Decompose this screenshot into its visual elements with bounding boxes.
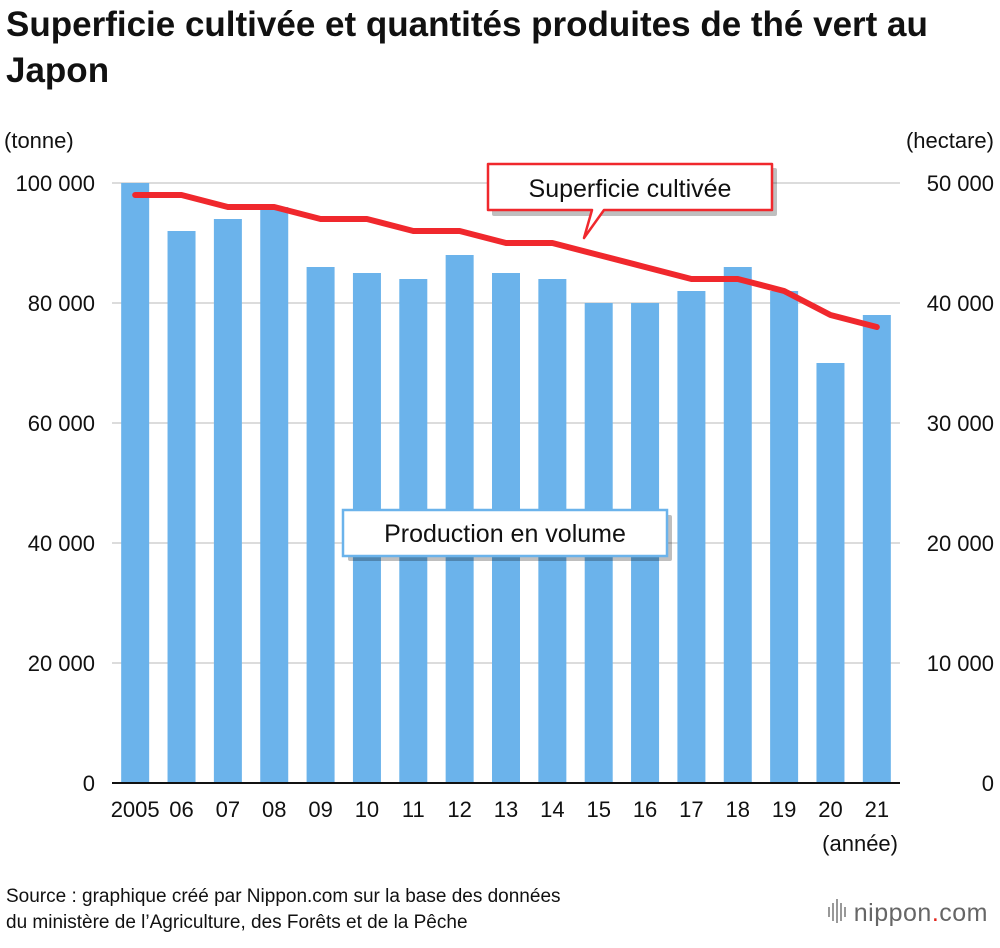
x-tick-label: 21 bbox=[865, 797, 889, 822]
x-tick-label: 15 bbox=[586, 797, 610, 822]
x-tick-label: 09 bbox=[308, 797, 332, 822]
x-tick-label: 13 bbox=[494, 797, 518, 822]
bar bbox=[862, 315, 891, 783]
bar bbox=[723, 267, 752, 783]
x-tick-label: 2005 bbox=[111, 797, 160, 822]
y-left-tick-label: 100 000 bbox=[15, 171, 95, 196]
y-right-tick-label: 30 000 bbox=[927, 411, 994, 436]
y-left-tick-label: 80 000 bbox=[28, 291, 95, 316]
bar bbox=[677, 291, 706, 783]
x-tick-label: 12 bbox=[447, 797, 471, 822]
y-left-tick-label: 60 000 bbox=[28, 411, 95, 436]
axis-layer: 0 0 20 000 10 000 40 000 20 000 60 000 30 000 80… bbox=[4, 128, 994, 856]
bar bbox=[306, 267, 335, 783]
chart-title: Superficie cultivée et quantités produit… bbox=[6, 5, 928, 90]
callout-superficie: Superficie cultivée bbox=[486, 162, 777, 240]
x-tick-label: 20 bbox=[818, 797, 842, 822]
source-line-2: du ministère de l’Agriculture, des Forêt… bbox=[6, 912, 468, 933]
label-layer: Superficie cultivée Production en volume bbox=[341, 162, 777, 561]
line-point bbox=[735, 276, 741, 282]
line-point bbox=[457, 228, 463, 234]
y-left-tick-label: 0 bbox=[83, 771, 95, 796]
line-point bbox=[179, 192, 185, 198]
x-tick-label: 11 bbox=[402, 797, 425, 822]
x-tick-label: 10 bbox=[355, 797, 379, 822]
y-right-tick-label: 10 000 bbox=[927, 651, 994, 676]
line-point bbox=[874, 324, 880, 330]
x-tick-label: 08 bbox=[262, 797, 286, 822]
line-point bbox=[549, 240, 555, 246]
sound-bars-icon bbox=[827, 899, 846, 923]
bar bbox=[816, 363, 845, 783]
logo-dot: . bbox=[931, 899, 940, 927]
bar bbox=[770, 291, 799, 783]
x-tick-label: 06 bbox=[169, 797, 193, 822]
callout-label: Superficie cultivée bbox=[529, 175, 732, 203]
line-point bbox=[271, 204, 277, 210]
callout-box bbox=[486, 162, 774, 240]
source-line-1: Source : graphique créé par Nippon.com s… bbox=[6, 886, 561, 907]
bar bbox=[167, 231, 196, 783]
x-tick-label: 07 bbox=[216, 797, 240, 822]
line-point bbox=[827, 312, 833, 318]
bar bbox=[213, 219, 242, 783]
x-tick-label: 18 bbox=[726, 797, 750, 822]
y-right-tick-label: 0 bbox=[982, 771, 994, 796]
line-layer bbox=[132, 192, 880, 330]
callout-label: Production en volume bbox=[384, 520, 626, 548]
bar bbox=[121, 183, 150, 783]
line-point bbox=[132, 192, 138, 198]
y-right-tick-label: 50 000 bbox=[927, 171, 994, 196]
y-left-tick-label: 20 000 bbox=[28, 651, 95, 676]
bar bbox=[260, 207, 289, 783]
x-tick-label: 14 bbox=[540, 797, 564, 822]
line-point bbox=[410, 228, 416, 234]
callout-box bbox=[341, 508, 669, 558]
bar-layer bbox=[121, 183, 891, 783]
y-right-label: (hectare) bbox=[906, 128, 994, 153]
line-point bbox=[318, 216, 324, 222]
x-tick-label: 19 bbox=[772, 797, 796, 822]
line-point bbox=[503, 240, 509, 246]
y-right-tick-label: 20 000 bbox=[927, 531, 994, 556]
line-point bbox=[688, 276, 694, 282]
source-note: Source : graphique créé par Nippon.com s… bbox=[6, 884, 561, 936]
y-right-tick-label: 40 000 bbox=[927, 291, 994, 316]
x-tick-label: 16 bbox=[633, 797, 657, 822]
line-point bbox=[596, 252, 602, 258]
logo-text: nippon bbox=[853, 899, 932, 927]
x-axis-label: (année) bbox=[822, 831, 898, 856]
y-left-tick-label: 40 000 bbox=[28, 531, 95, 556]
line-point bbox=[781, 288, 787, 294]
chart-plot: 0 0 20 000 10 000 40 000 20 000 60 000 30 000 80… bbox=[4, 128, 994, 856]
line-point bbox=[642, 264, 648, 270]
callout-production: Production en volume bbox=[341, 508, 672, 561]
x-tick-label: 17 bbox=[679, 797, 703, 822]
line-point bbox=[364, 216, 370, 222]
y-left-label: (tonne) bbox=[4, 128, 74, 153]
logo-suffix: com bbox=[939, 899, 988, 927]
nippon-logo: nippon.com bbox=[827, 898, 988, 928]
line-point bbox=[225, 204, 231, 210]
